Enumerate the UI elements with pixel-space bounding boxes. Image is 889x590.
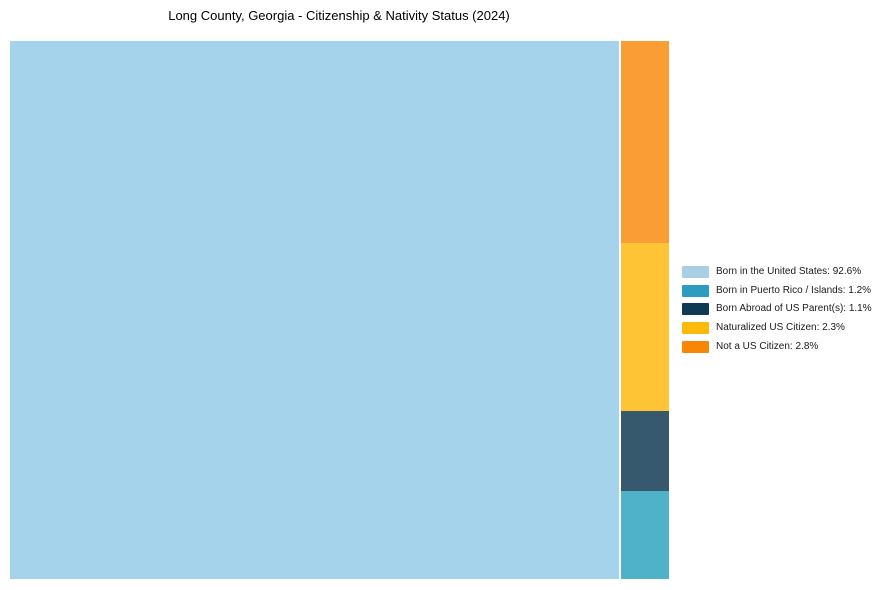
treemap-block-born-in-united-states xyxy=(10,41,619,579)
legend-label: Not a US Citizen: 2.8% xyxy=(716,340,819,352)
legend-swatch-not-a-us-citizen xyxy=(682,340,709,353)
legend-label: Born in Puerto Rico / Islands: 1.2% xyxy=(716,284,872,296)
treemap-block-born-in-puerto-rico-islands xyxy=(621,491,669,579)
legend: Born in the United States: 92.6% Born in… xyxy=(682,263,872,356)
chart-title: Long County, Georgia - Citizenship & Nat… xyxy=(168,8,510,23)
legend-swatch-born-abroad-of-us-parents xyxy=(682,303,709,316)
treemap-block-born-abroad-of-us-parents xyxy=(621,411,669,491)
treemap-block-naturalized-us-citizen xyxy=(621,243,669,411)
legend-swatch-naturalized-us-citizen xyxy=(682,322,709,335)
legend-item-born-abroad-of-us-parents: Born Abroad of US Parent(s): 1.1% xyxy=(682,300,872,319)
legend-label: Born in the United States: 92.6% xyxy=(716,266,862,278)
legend-item-not-a-us-citizen: Not a US Citizen: 2.8% xyxy=(682,337,872,356)
legend-swatch-born-in-united-states xyxy=(682,266,709,279)
legend-label: Born Abroad of US Parent(s): 1.1% xyxy=(716,303,872,315)
legend-swatch-born-in-puerto-rico-islands xyxy=(682,284,709,297)
legend-label: Naturalized US Citizen: 2.3% xyxy=(716,322,845,334)
legend-item-born-in-united-states: Born in the United States: 92.6% xyxy=(682,263,872,282)
legend-item-born-in-puerto-rico-islands: Born in Puerto Rico / Islands: 1.2% xyxy=(682,282,872,301)
treemap-block-not-a-us-citizen xyxy=(621,41,669,243)
legend-item-naturalized-us-citizen: Naturalized US Citizen: 2.3% xyxy=(682,319,872,338)
